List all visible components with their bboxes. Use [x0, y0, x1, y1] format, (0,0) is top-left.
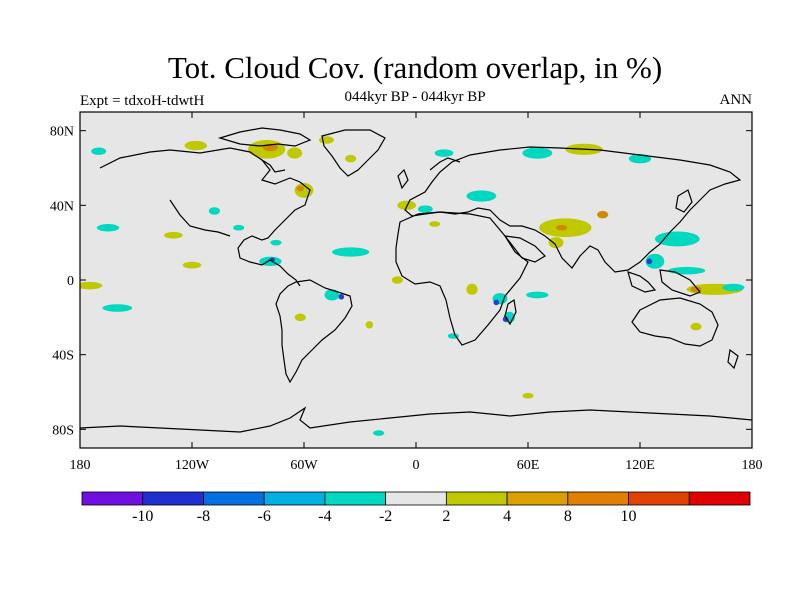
colorbar-swatch	[385, 491, 447, 506]
anomaly-patches	[80, 136, 745, 436]
lat-tick-label: 80N	[50, 125, 74, 140]
anomaly-patch	[417, 205, 433, 213]
experiment-label: Expt = tdxoH-tdwtH	[80, 93, 205, 109]
colorbar-swatch	[445, 491, 508, 506]
coastlines	[80, 127, 752, 433]
anomaly-patch	[296, 185, 304, 192]
anomaly-patch	[645, 253, 665, 269]
lat-tick-label: 40S	[52, 349, 74, 364]
anomaly-patch	[294, 313, 306, 322]
lon-tick-label: 60E	[517, 458, 540, 473]
lon-tick-label: 60W	[290, 458, 318, 473]
anomaly-patch	[91, 147, 107, 155]
colorbar-swatch	[263, 491, 326, 506]
colorbar-label: 4	[503, 508, 511, 525]
colorbar-swatch	[567, 491, 629, 506]
colorbar-swatch	[628, 491, 690, 506]
anomaly-patch	[502, 316, 509, 323]
anomaly-patch	[628, 154, 652, 164]
anomaly-patch	[526, 291, 549, 299]
anomaly-patch	[522, 147, 553, 159]
anomaly-patch	[429, 221, 441, 227]
colorbar-label: 10	[621, 508, 637, 525]
lon-tick-label: 120E	[625, 458, 655, 473]
anomaly-patch	[345, 154, 357, 163]
colorbar-swatch	[688, 491, 751, 506]
anomaly-patch	[391, 276, 403, 284]
colorbar-label: -6	[258, 508, 271, 525]
anomaly-patch	[318, 136, 334, 144]
anomaly-patch	[690, 322, 702, 331]
colorbar-label: 8	[564, 508, 572, 525]
anomaly-patch	[365, 321, 374, 329]
colorbar-label: -4	[318, 508, 331, 525]
anomaly-patch	[373, 430, 385, 436]
colorbar-swatch	[324, 491, 387, 506]
anomaly-patch	[597, 210, 609, 219]
colorbar-swatch	[506, 491, 569, 506]
colorbar-label: -8	[197, 508, 210, 525]
colorbar-swatch	[142, 491, 204, 506]
anomaly-patch	[208, 207, 220, 215]
map-background	[80, 112, 752, 448]
map-title: Tot. Cloud Cov. (random overlap, in %)	[167, 50, 663, 85]
anomaly-patch	[182, 261, 202, 269]
colorbar-label: -2	[379, 508, 392, 525]
colorbar-label: -10	[132, 508, 153, 525]
lon-tick-label: 120W	[175, 458, 210, 473]
anomaly-patch	[522, 392, 534, 399]
lon-tick-label: 180	[70, 458, 91, 473]
anomaly-patch	[164, 231, 183, 239]
anomaly-patch	[556, 224, 568, 231]
anomaly-patch	[80, 281, 103, 290]
anomaly-patch	[233, 224, 245, 231]
colorbar: -10 -8 -6 -4 -2 2 4 8 10	[81, 491, 751, 525]
anomaly-patch	[332, 247, 370, 257]
anomaly-patch	[646, 258, 653, 265]
anomaly-patch	[270, 239, 282, 246]
anomaly-patch	[184, 140, 207, 151]
colorbar-swatch	[203, 491, 265, 506]
anomaly-patch	[434, 149, 454, 157]
anomaly-patch	[668, 266, 706, 275]
anomaly-patch	[493, 299, 500, 306]
anomaly-patch	[548, 237, 564, 249]
lon-tick-label: 0	[413, 458, 420, 473]
map-subtitle: 044kyr BP - 044kyr BP	[344, 89, 486, 105]
colorbar-label: 2	[442, 508, 450, 525]
anomaly-patch	[96, 224, 120, 232]
lat-tick-label: 80S	[52, 423, 74, 438]
anomaly-patch	[338, 294, 345, 300]
anomaly-patch	[466, 190, 497, 202]
axis-ticks: 80N 40N 0 40S 80S 180 120W 60W 0 60E 120E 180	[50, 112, 763, 473]
anomaly-patch	[466, 283, 478, 295]
anomaly-patch	[102, 304, 133, 312]
lon-tick-label: 180	[742, 458, 763, 473]
anomaly-patch	[287, 147, 303, 159]
lat-tick-label: 40N	[50, 199, 74, 214]
season-label: ANN	[719, 92, 753, 108]
colorbar-swatch	[81, 491, 144, 506]
anomaly-patch	[324, 289, 340, 301]
lat-tick-label: 0	[67, 274, 74, 289]
anomaly-patch	[722, 283, 745, 292]
anomaly-patch	[654, 231, 700, 247]
